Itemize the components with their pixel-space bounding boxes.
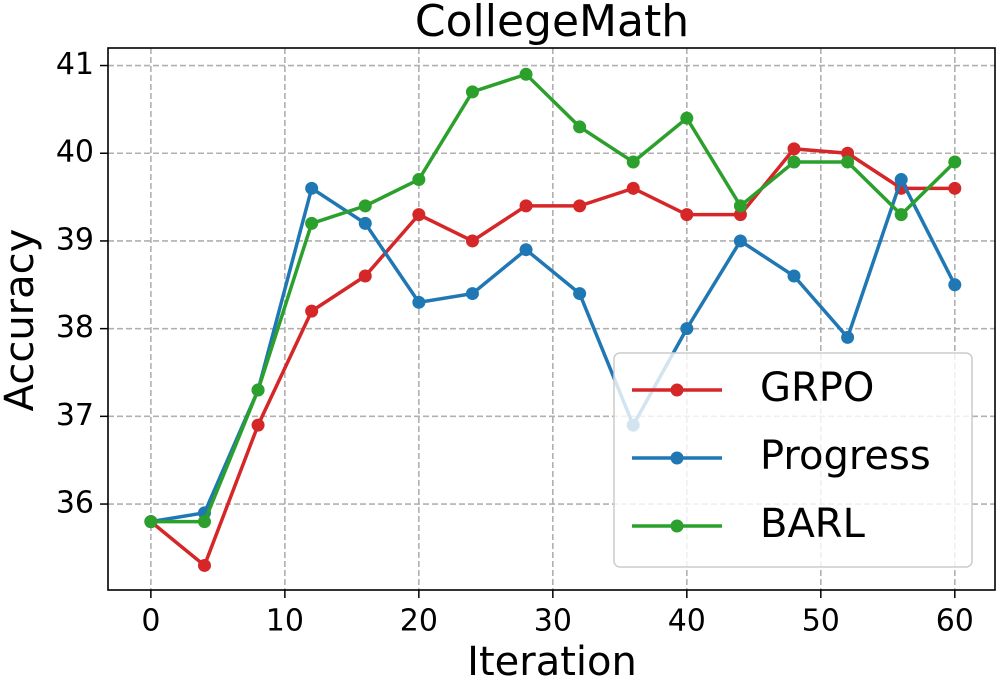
series-line xyxy=(150,72,957,524)
legend-label: GRPO xyxy=(760,365,874,411)
y-tick-label: 40 xyxy=(56,135,94,170)
legend-marker xyxy=(670,519,684,533)
x-axis-label: Iteration xyxy=(467,639,637,685)
x-tick-label: 10 xyxy=(266,604,304,639)
point xyxy=(894,173,908,187)
point xyxy=(358,216,372,230)
point xyxy=(465,287,479,301)
point xyxy=(841,330,855,344)
point xyxy=(144,515,158,529)
point xyxy=(465,85,479,99)
series-line xyxy=(150,175,957,524)
x-tick-label: 30 xyxy=(534,604,572,639)
y-tick-label: 36 xyxy=(56,486,94,521)
point xyxy=(841,155,855,169)
point xyxy=(787,155,801,169)
point xyxy=(787,142,801,156)
point xyxy=(680,111,694,125)
point xyxy=(573,120,587,134)
legend-marker xyxy=(670,451,684,465)
point xyxy=(305,181,319,195)
point xyxy=(412,173,426,187)
x-tick-label: 60 xyxy=(936,604,974,639)
y-axis-label: Accuracy xyxy=(0,229,43,412)
legend: GRPO Progress BARL xyxy=(613,352,973,568)
point xyxy=(305,216,319,230)
point xyxy=(787,269,801,283)
x-tick-label: 50 xyxy=(802,604,840,639)
point xyxy=(519,67,533,81)
point xyxy=(948,155,962,169)
point xyxy=(948,181,962,195)
y-tick-label: 39 xyxy=(56,222,94,257)
plot-frame xyxy=(107,47,996,591)
x-tick-label: 20 xyxy=(400,604,438,639)
point xyxy=(412,295,426,309)
point xyxy=(733,199,747,213)
x-tick-label: 0 xyxy=(141,604,160,639)
y-tick-label: 41 xyxy=(56,47,94,82)
point xyxy=(197,515,211,529)
x-tick-label: 40 xyxy=(668,604,706,639)
y-tick-label: 37 xyxy=(56,398,94,433)
point xyxy=(251,383,265,397)
y-tick-label: 38 xyxy=(56,310,94,345)
legend-marker xyxy=(670,383,684,397)
point xyxy=(412,208,426,222)
point xyxy=(894,208,908,222)
legend-label: Progress xyxy=(760,433,931,479)
point xyxy=(680,208,694,222)
point xyxy=(358,199,372,213)
point xyxy=(465,234,479,248)
legend-label: BARL xyxy=(760,501,866,547)
point xyxy=(519,243,533,257)
point xyxy=(197,558,211,572)
point xyxy=(573,199,587,213)
point xyxy=(948,278,962,292)
point xyxy=(626,181,640,195)
legend-box xyxy=(613,352,973,568)
point xyxy=(358,269,372,283)
point xyxy=(733,234,747,248)
point xyxy=(251,418,265,432)
chart-title: CollegeMath xyxy=(415,0,689,47)
series-line xyxy=(149,147,955,569)
point xyxy=(573,287,587,301)
point xyxy=(519,199,533,213)
point xyxy=(680,322,694,336)
point xyxy=(626,155,640,169)
point xyxy=(305,304,319,318)
